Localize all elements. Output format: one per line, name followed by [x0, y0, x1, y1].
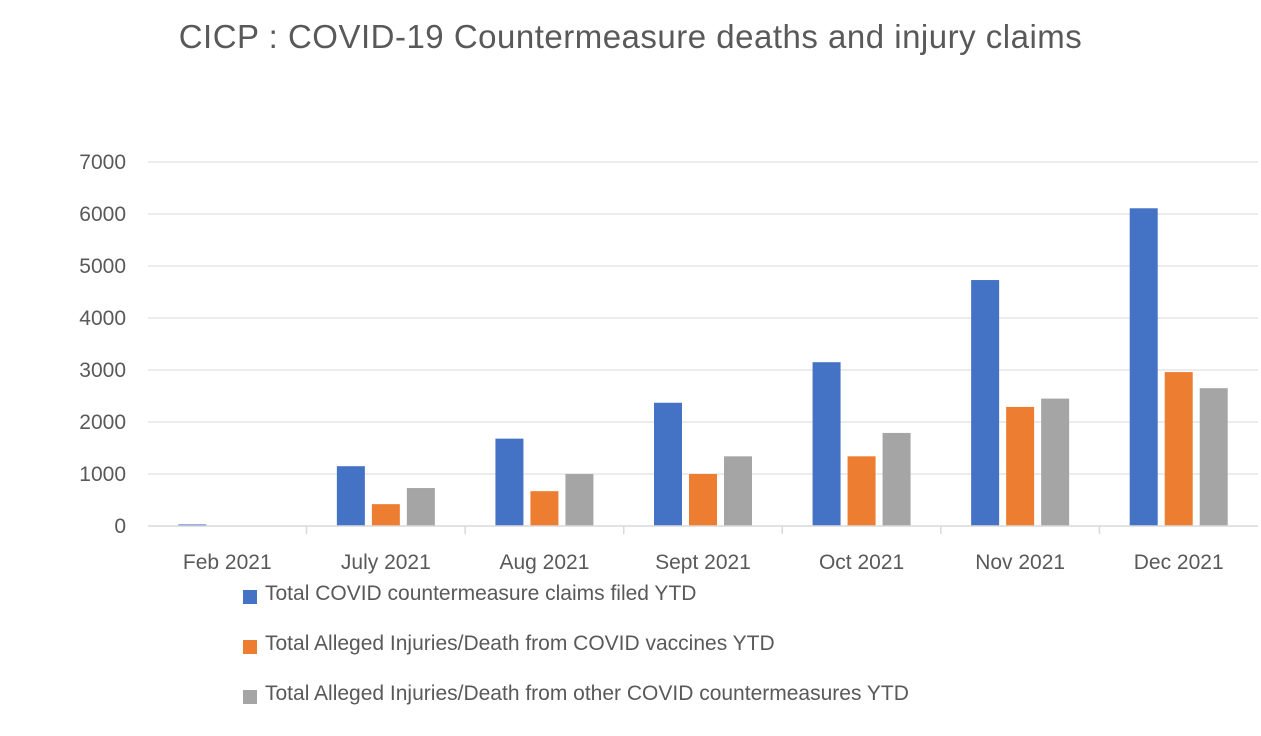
- bar-series-1-sept-2021: [654, 402, 682, 526]
- legend: Total COVID countermeasure claims filed …: [243, 582, 909, 732]
- x-tick-label: Feb 2021: [183, 551, 272, 574]
- x-axis: [148, 525, 1258, 534]
- legend-item-vaccine-injuries: Total Alleged Injuries/Death from COVID …: [243, 632, 909, 682]
- x-tick-label: Sept 2021: [655, 551, 751, 574]
- legend-item-other-countermeasures: Total Alleged Injuries/Death from other …: [243, 682, 909, 732]
- legend-swatch-other-countermeasures: [243, 690, 257, 704]
- x-tick-label: Oct 2021: [819, 551, 904, 574]
- bar-series-1-oct-2021: [812, 362, 841, 526]
- x-tick-label: Dec 2021: [1134, 551, 1224, 574]
- chart-title: CICP : COVID-19 Countermeasure deaths an…: [178, 18, 1083, 55]
- bar-series-3-aug-2021: [565, 474, 594, 526]
- y-tick-label-4000: 4000: [79, 307, 126, 330]
- y-axis-tick-labels: 0 1000 2000 3000 4000 5000 6000 7000: [79, 151, 126, 538]
- bars: [178, 208, 1228, 526]
- legend-label-other-countermeasures: Total Alleged Injuries/Death from other …: [265, 682, 909, 705]
- x-tick-label: Aug 2021: [499, 551, 589, 574]
- bar-series-3-july-2021: [406, 488, 435, 526]
- bar-series-3-nov-2021: [1041, 398, 1070, 526]
- bar-series-1-aug-2021: [495, 438, 524, 526]
- bar-series-3-dec-2021: [1199, 388, 1228, 526]
- legend-label-vaccine-injuries: Total Alleged Injuries/Death from COVID …: [265, 632, 775, 655]
- legend-label-claims-filed: Total COVID countermeasure claims filed …: [265, 582, 697, 605]
- x-tick-label: July 2021: [341, 551, 431, 574]
- bar-series-2-aug-2021: [530, 491, 559, 526]
- bar-series-1-july-2021: [336, 466, 365, 526]
- bar-series-1-nov-2021: [971, 280, 1000, 526]
- y-tick-label-6000: 6000: [79, 203, 126, 226]
- y-tick-label-2000: 2000: [79, 411, 126, 434]
- y-tick-label-1000: 1000: [79, 463, 126, 486]
- bar-series-1-feb-2021: [178, 524, 207, 526]
- x-axis-tick-labels: Feb 2021 July 2021 Aug 2021 Sept 2021 Oct 20…: [183, 551, 1224, 574]
- y-tick-label-7000: 7000: [79, 151, 126, 174]
- bar-series-2-oct-2021: [847, 456, 876, 526]
- bar-series-3-oct-2021: [882, 432, 911, 526]
- legend-swatch-vaccine-injuries: [243, 640, 257, 654]
- x-tick-label: Nov 2021: [975, 551, 1065, 574]
- legend-item-claims-filed: Total COVID countermeasure claims filed …: [243, 582, 909, 632]
- bar-series-3-sept-2021: [724, 456, 752, 526]
- y-tick-label-3000: 3000: [79, 359, 126, 382]
- bar-series-2-sept-2021: [689, 474, 717, 526]
- bar-series-2-nov-2021: [1006, 406, 1035, 526]
- y-tick-label-0: 0: [114, 515, 126, 538]
- gridlines: [148, 161, 1258, 475]
- y-tick-label-5000: 5000: [79, 255, 126, 278]
- legend-swatch-claims-filed: [243, 590, 257, 604]
- bar-series-2-dec-2021: [1164, 372, 1193, 526]
- bar-series-1-dec-2021: [1129, 208, 1158, 526]
- bar-series-2-july-2021: [371, 504, 400, 526]
